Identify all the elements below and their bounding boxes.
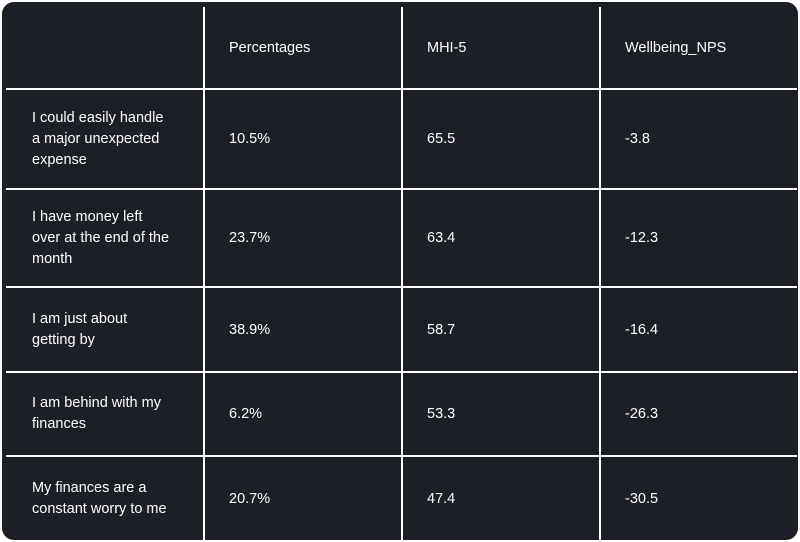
row-label: I have money left over at the end of the… — [6, 188, 205, 288]
wellbeing-nps-cell: -26.3 — [599, 371, 797, 457]
table-row: My finances are a constant worry to me 2… — [6, 455, 797, 540]
mhi5-cell: 53.3 — [401, 371, 601, 457]
table-row: I am behind with my finances 6.2% 53.3 -… — [6, 371, 797, 457]
percentage-cell: 20.7% — [203, 455, 403, 540]
header-wellbeing-nps: Wellbeing_NPS — [599, 7, 797, 90]
mhi5-cell: 63.4 — [401, 188, 601, 288]
row-label: I could easily handle a major unexpected… — [6, 88, 205, 190]
mhi5-cell: 58.7 — [401, 286, 601, 373]
row-label: I am behind with my finances — [6, 371, 205, 457]
table-row: I could easily handle a major unexpected… — [6, 88, 797, 190]
table-row: I have money left over at the end of the… — [6, 188, 797, 288]
percentage-cell: 10.5% — [203, 88, 403, 190]
percentage-cell: 38.9% — [203, 286, 403, 373]
header-mhi5: MHI-5 — [401, 7, 601, 90]
row-label: I am just about getting by — [6, 286, 205, 373]
header-corner-cell — [6, 7, 205, 90]
header-row: Percentages MHI-5 Wellbeing_NPS — [6, 7, 797, 90]
wellbeing-nps-cell: -12.3 — [599, 188, 797, 288]
wellbeing-nps-cell: -30.5 — [599, 455, 797, 540]
wellbeing-nps-cell: -16.4 — [599, 286, 797, 373]
row-label: My finances are a constant worry to me — [6, 455, 205, 540]
data-table: Percentages MHI-5 Wellbeing_NPS I could … — [6, 7, 797, 540]
wellbeing-nps-cell: -3.8 — [599, 88, 797, 190]
percentage-cell: 23.7% — [203, 188, 403, 288]
percentage-cell: 6.2% — [203, 371, 403, 457]
header-percentages: Percentages — [203, 7, 403, 90]
mhi5-cell: 47.4 — [401, 455, 601, 540]
mhi5-cell: 65.5 — [401, 88, 601, 190]
table-row: I am just about getting by 38.9% 58.7 -1… — [6, 286, 797, 373]
